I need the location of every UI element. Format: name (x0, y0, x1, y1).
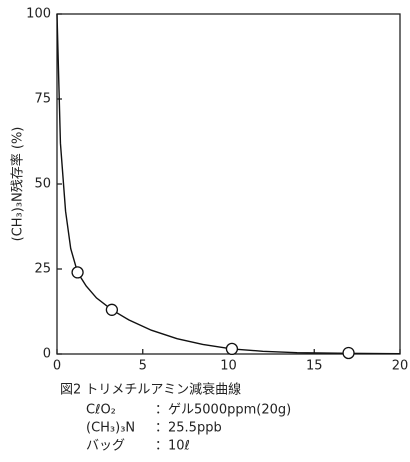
y-axis-label: (CH₃)₃N残存率 (%) (10, 127, 26, 242)
data-point (225, 342, 239, 356)
x-tick-label: 0 (53, 359, 61, 374)
note-key: バッグ (86, 439, 125, 454)
decay-curve (56, 13, 401, 355)
note-value: ：10ℓ (155, 439, 190, 454)
y-tick-label: 25 (34, 262, 51, 277)
y-tick-label: 0 (43, 347, 51, 362)
note-value: ：25.5ppb (155, 421, 222, 436)
data-point (342, 346, 355, 360)
x-tick-label: 10 (220, 359, 237, 374)
y-tick-label: 75 (34, 92, 51, 107)
note-key: (CH₃)₃N (86, 421, 135, 436)
chart-title: 図2 トリメチルアミン減衰曲線 (60, 382, 241, 398)
note-value: ：ゲル5000ppm(20g) (155, 403, 291, 418)
note-key: CℓO₂ (86, 403, 116, 418)
data-point (105, 303, 119, 316)
x-tick-label: 15 (306, 359, 323, 374)
y-tick-label: 100 (26, 7, 51, 22)
x-tick-label: 20 (392, 359, 409, 374)
x-tick-label: 5 (139, 359, 147, 374)
y-tick-label: 50 (34, 177, 51, 192)
plot-frame (56, 13, 401, 355)
data-point (71, 266, 84, 279)
